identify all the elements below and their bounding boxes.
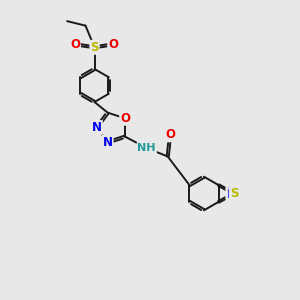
Text: N: N [226, 186, 236, 199]
Text: N: N [226, 188, 236, 201]
Text: NH: NH [137, 143, 156, 153]
Text: O: O [120, 112, 130, 125]
Text: N: N [92, 121, 102, 134]
Text: O: O [108, 38, 118, 51]
Text: S: S [230, 187, 238, 200]
Text: O: O [165, 128, 175, 141]
Text: S: S [90, 41, 99, 54]
Text: O: O [70, 38, 80, 51]
Text: N: N [103, 136, 113, 149]
